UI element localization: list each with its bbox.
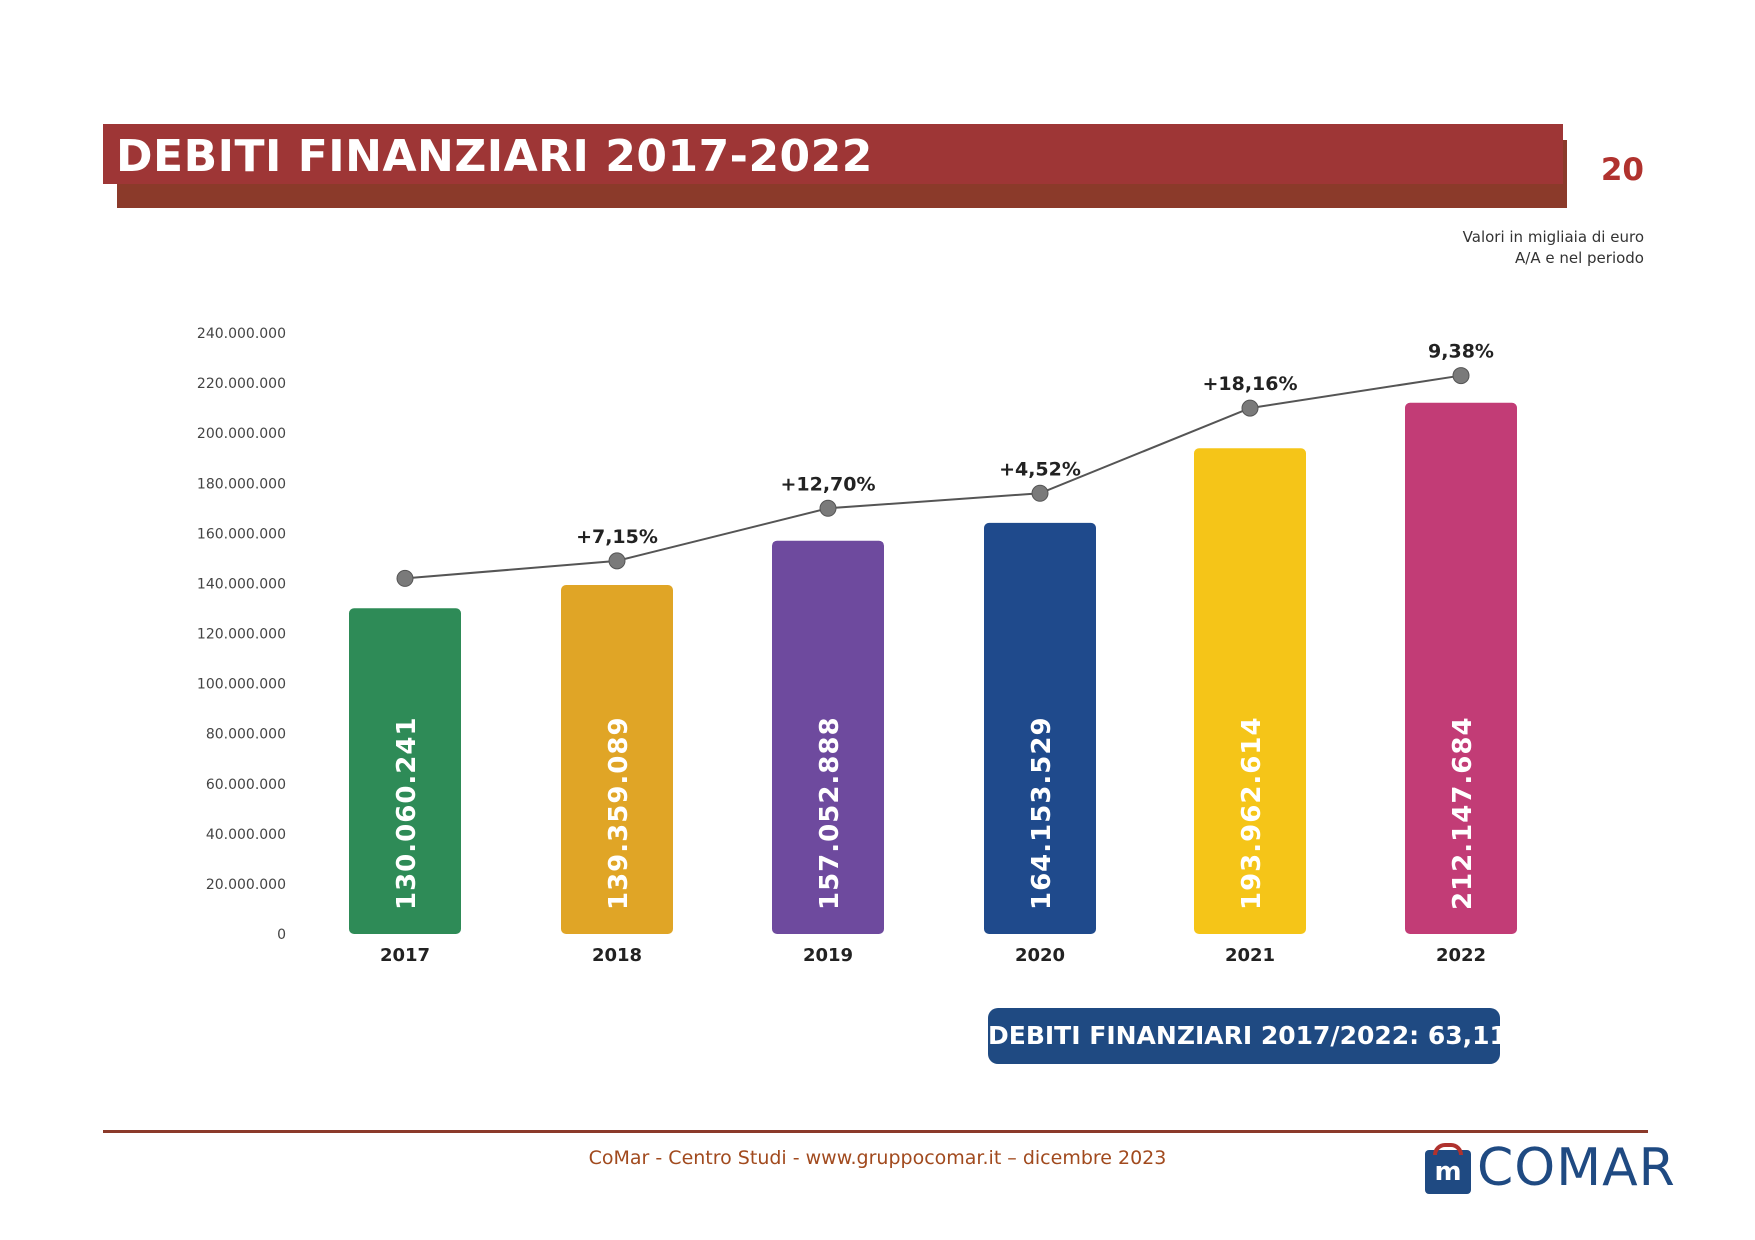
growth-label: +12,70%: [780, 473, 875, 495]
x-tick-label: 2020: [1015, 945, 1065, 966]
growth-label: +4,52%: [999, 458, 1081, 480]
page-number: 20: [1600, 152, 1644, 188]
logo-house-icon: m: [1425, 1143, 1471, 1194]
y-tick-label: 40.000.000: [206, 827, 286, 843]
comar-logo: m COMAR: [1425, 1140, 1675, 1196]
bar-2017: [349, 608, 461, 934]
y-tick-label: 120.000.000: [197, 627, 286, 643]
y-tick-label: 180.000.000: [197, 476, 286, 492]
x-tick-label: 2017: [380, 945, 430, 966]
x-tick-label: 2022: [1436, 945, 1486, 966]
growth-marker: [1452, 367, 1470, 385]
logo-icon-letter: m: [1434, 1157, 1462, 1187]
y-tick-label: 0: [277, 927, 286, 943]
bar-value-label: 157.052.888: [815, 716, 845, 910]
y-tick-label: 140.000.000: [197, 576, 286, 592]
bar-2022: [1405, 402, 1517, 934]
logo-wordmark: COMAR: [1477, 1138, 1676, 1198]
y-tick-label: 160.000.000: [197, 526, 286, 542]
y-tick-label: 220.000.000: [197, 376, 286, 392]
footer-text: CoMar - Centro Studi - www.gruppocomar.i…: [588, 1147, 1167, 1169]
growth-label: +7,15%: [576, 526, 658, 548]
y-tick-label: 100.000.000: [197, 677, 286, 693]
units-note: Valori in migliaia di euro: [1462, 228, 1644, 246]
x-tick-label: 2019: [803, 945, 853, 966]
title-bar: [103, 124, 1563, 184]
x-tick-label: 2018: [592, 945, 642, 966]
growth-line: [404, 374, 1462, 580]
growth-marker: [608, 552, 626, 570]
bar-value-label: 164.153.529: [1027, 716, 1057, 910]
growth-marker: [1241, 399, 1259, 417]
bar-value-label: 212.147.684: [1448, 716, 1478, 910]
growth-label: 9,38%: [1428, 341, 1494, 363]
y-tick-label: 200.000.000: [197, 426, 286, 442]
period-note: A/A e nel periodo: [1515, 249, 1644, 267]
growth-marker: [1031, 484, 1049, 502]
y-tick-label: 240.000.000: [197, 326, 286, 342]
summary-callout: DEBITI FINANZIARI 2017/2022: 63,11%: [988, 1008, 1532, 1064]
bar-value-label: 139.359.089: [604, 716, 634, 910]
bar-value-label: 193.962.614: [1237, 716, 1267, 910]
bar-2018: [561, 585, 673, 934]
growth-label: +18,16%: [1202, 373, 1297, 395]
y-tick-label: 80.000.000: [206, 727, 286, 743]
x-tick-label: 2021: [1225, 945, 1275, 966]
bar-value-label: 130.060.241: [392, 716, 422, 910]
bar-2021: [1194, 448, 1306, 934]
bar-2019: [772, 540, 884, 934]
growth-marker: [396, 569, 414, 587]
y-tick-label: 60.000.000: [206, 777, 286, 793]
growth-marker: [819, 499, 837, 517]
page-title: DEBITI FINANZIARI 2017-2022: [116, 131, 873, 182]
footer-divider: [103, 1130, 1648, 1133]
y-tick-label: 20.000.000: [206, 877, 286, 893]
bar-2020: [984, 522, 1096, 934]
